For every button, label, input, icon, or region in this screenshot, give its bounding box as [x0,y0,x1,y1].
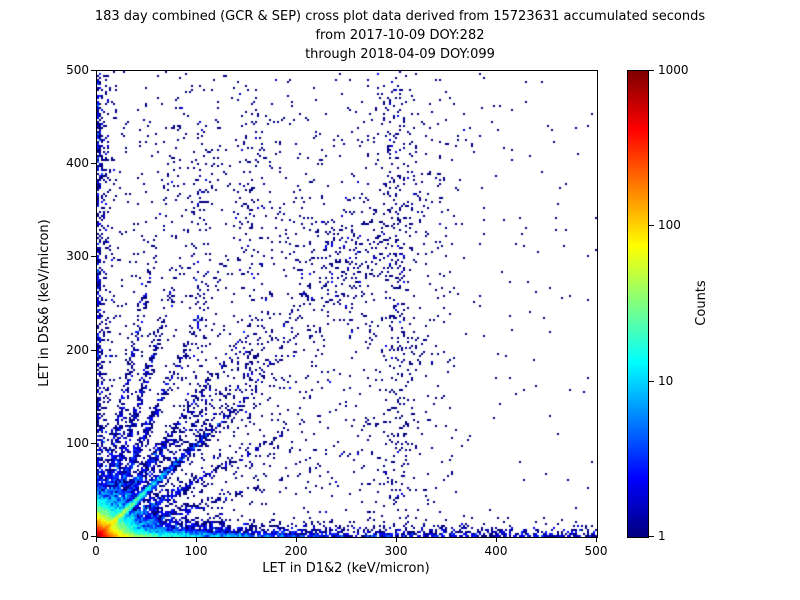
plot-area [96,70,598,538]
title-line-3: through 2018-04-09 DOY:099 [305,47,495,62]
colorbar-tick [649,70,654,71]
y-tick-label: 300 [66,249,89,263]
x-tick-label: 0 [92,544,100,558]
colorbar-tick-label: 1000 [658,63,689,77]
colorbar-tick-label: 10 [658,374,674,388]
y-tick [91,163,96,164]
y-tick [91,70,96,71]
x-tick-label: 300 [384,544,408,558]
x-tick [96,537,97,542]
y-tick [91,350,96,351]
scatter-density-canvas [97,71,597,537]
y-tick-label: 100 [66,436,89,450]
x-tick [496,537,497,542]
y-tick [91,536,96,537]
title-line-1: 183 day combined (GCR & SEP) cross plot … [94,9,706,24]
colorbar-tick-label: 100 [658,218,681,232]
y-tick-label: 200 [66,343,89,357]
colorbar-tick [649,225,654,226]
y-tick-label: 0 [81,529,89,543]
y-tick [91,443,96,444]
x-tick [396,537,397,542]
x-axis-label: LET in D1&2 (keV/micron) [262,561,430,576]
x-tick [296,537,297,542]
x-tick [596,537,597,542]
colorbar-gradient-canvas [628,71,648,537]
y-tick-label: 500 [66,63,89,77]
colorbar-label: Counts [694,280,709,326]
x-tick-label: 400 [484,544,508,558]
colorbar-tick-label: 1 [658,529,666,543]
y-tick [91,256,96,257]
colorbar-tick [649,381,654,382]
title-line-2: from 2017-10-09 DOY:282 [315,28,485,43]
colorbar-tick [649,536,654,537]
x-tick-label: 100 [184,544,208,558]
chart-title: 183 day combined (GCR & SEP) cross plot … [0,7,800,64]
y-axis-label: LET in D5&6 (keV/micron) [37,219,52,387]
colorbar [627,70,649,538]
x-tick-label: 200 [284,544,308,558]
x-tick-label: 500 [584,544,608,558]
y-tick-label: 400 [66,156,89,170]
x-tick [196,537,197,542]
